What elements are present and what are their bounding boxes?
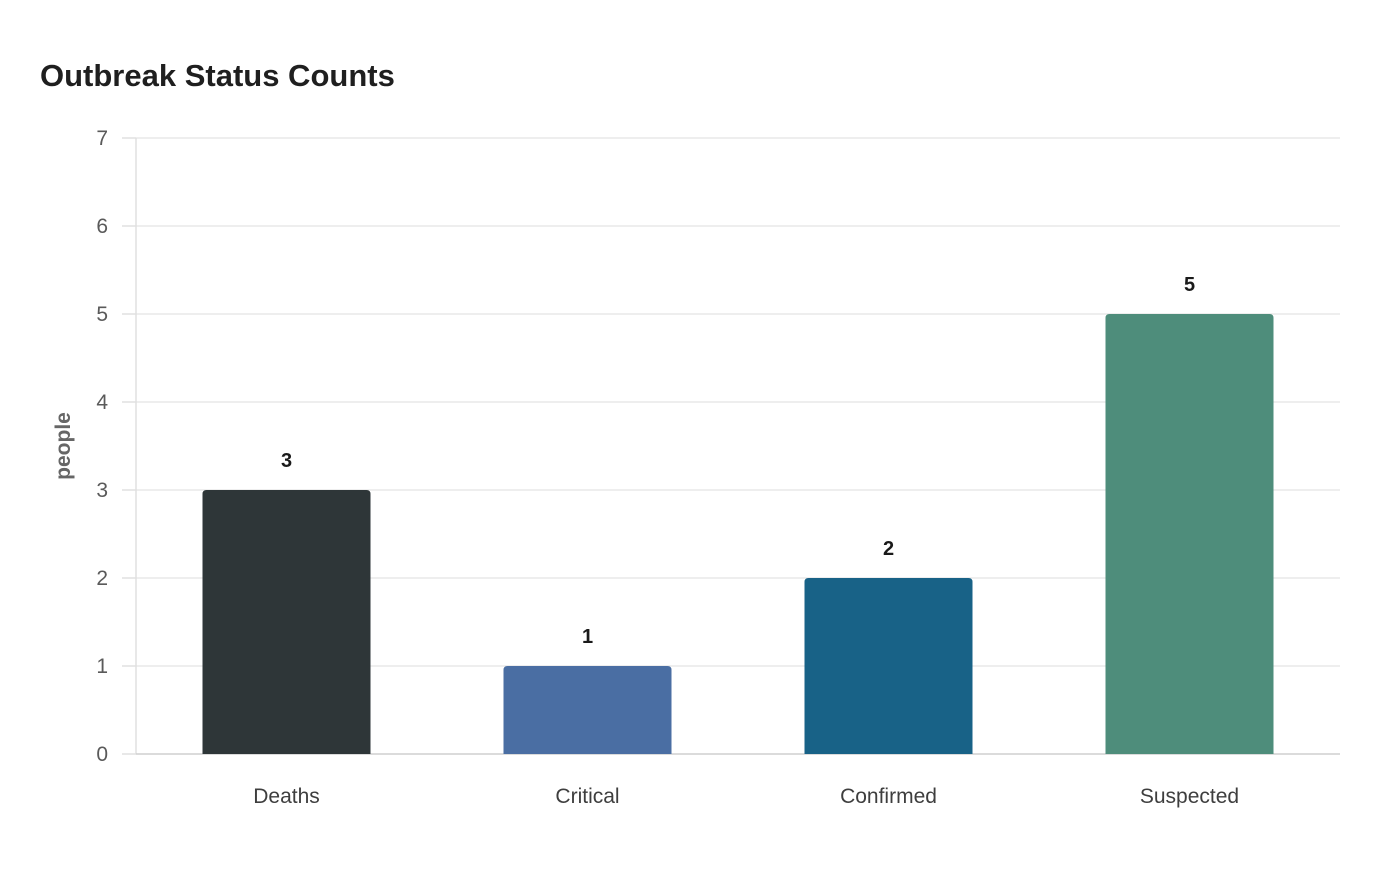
y-axis-title: people: [52, 412, 75, 480]
x-tick-label-confirmed: Confirmed: [840, 785, 937, 808]
y-tick-label: 5: [96, 303, 108, 326]
x-tick-label-suspected: Suspected: [1140, 785, 1239, 808]
bar-confirmed: [804, 578, 973, 754]
y-tick-label: 0: [96, 743, 108, 766]
x-tick-label-deaths: Deaths: [253, 785, 320, 808]
data-label-confirmed: 2: [883, 538, 894, 560]
x-tick-label-critical: Critical: [555, 785, 619, 808]
y-tick-label: 1: [96, 655, 108, 678]
y-tick-label: 4: [96, 391, 108, 414]
bars: [202, 314, 1274, 754]
data-label-suspected: 5: [1184, 274, 1195, 296]
chart-title: Outbreak Status Counts: [40, 58, 395, 93]
y-tick-label: 6: [96, 215, 108, 238]
labels: 3 Deaths 1 Critical 2 Confirmed 5 Suspected: [253, 274, 1239, 808]
bar-deaths: [202, 490, 371, 754]
y-tick-label: 2: [96, 567, 108, 590]
bar-suspected: [1105, 314, 1274, 754]
y-tick-label: 3: [96, 479, 108, 502]
data-label-deaths: 3: [281, 450, 292, 472]
bar-critical: [503, 666, 672, 754]
y-tick-label: 7: [96, 127, 108, 150]
data-label-critical: 1: [582, 626, 593, 648]
